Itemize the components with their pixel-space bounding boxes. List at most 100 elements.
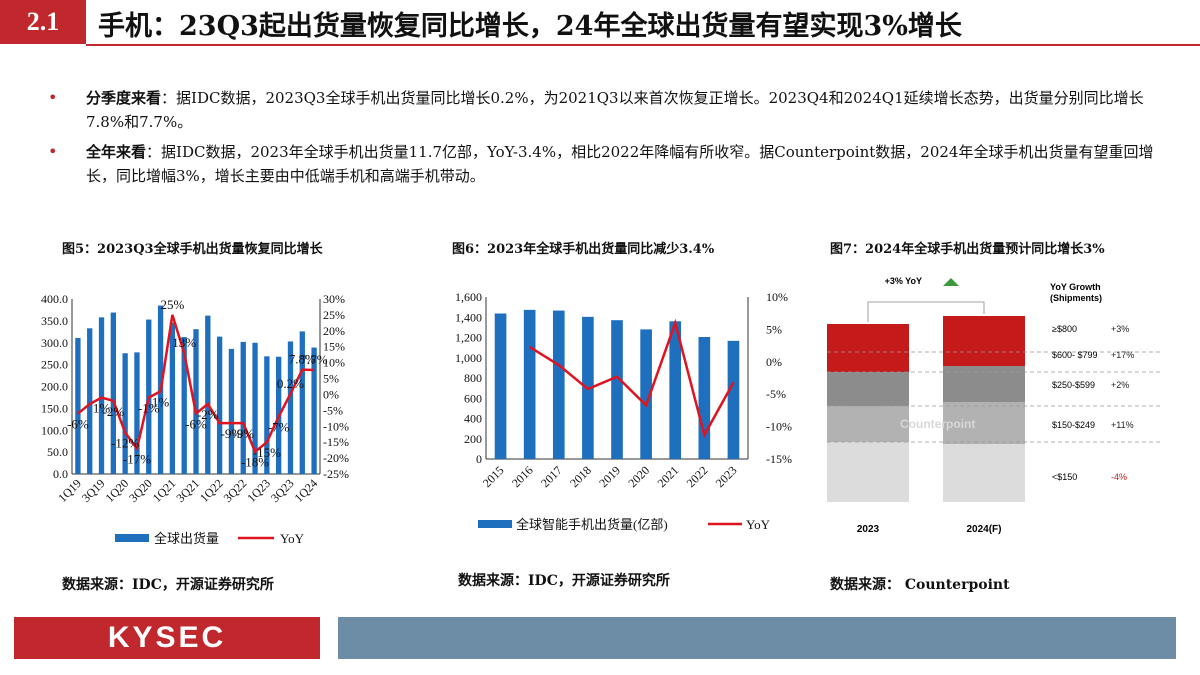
y-right-tick-label: 30% <box>323 292 345 306</box>
bar <box>240 341 246 474</box>
bar <box>75 337 81 474</box>
header-divider <box>86 44 1200 46</box>
x-tick-label: 3Q21 <box>173 476 202 505</box>
legend-label: YoY <box>746 517 771 532</box>
yoy-line <box>529 318 735 439</box>
legend-yoy: +3% <box>1111 324 1129 334</box>
data-label: -9% <box>221 426 243 441</box>
x-tick-label: 2016 <box>509 463 536 490</box>
data-label: -7% <box>268 420 290 435</box>
bar <box>523 309 536 459</box>
bar <box>216 336 223 474</box>
bar <box>205 315 211 474</box>
legend-swatch-bar <box>478 520 512 528</box>
data-label: 7.8% <box>289 352 316 367</box>
stack-segment <box>943 346 1025 366</box>
y-left-tick-label: 150.0 <box>41 401 68 415</box>
legend-price-band: $600- $799 <box>1052 350 1098 360</box>
legend-title: YoY Growth <box>1050 282 1101 292</box>
y-left-tick-label: 300.0 <box>41 336 68 350</box>
bullet-dot: • <box>48 88 58 107</box>
y-left-tick-label: 0.0 <box>53 467 68 481</box>
y-left-tick-label: 100.0 <box>41 423 68 437</box>
x-tick-label: 2024(F) <box>966 524 1001 535</box>
bar <box>698 336 711 459</box>
x-tick-label: 2020 <box>625 463 652 490</box>
y-left-tick-label: 0 <box>476 452 482 466</box>
data-label: -1% <box>138 401 160 416</box>
section-number: 2.1 <box>0 0 86 44</box>
y-left-tick-label: 1,200 <box>455 331 482 345</box>
bar <box>264 356 270 474</box>
legend-swatch-bar <box>115 534 149 542</box>
stack-segment <box>827 352 909 372</box>
growth-bracket <box>867 301 985 322</box>
x-tick-label: 3Q19 <box>79 476 108 505</box>
y-right-tick-label: 5% <box>323 372 339 386</box>
stack-segment <box>827 372 909 406</box>
bar <box>287 341 294 474</box>
bar <box>122 353 128 474</box>
data-label: -18% <box>241 455 269 470</box>
bar <box>110 312 116 474</box>
bar <box>181 337 187 474</box>
legend-label: YoY <box>280 531 305 546</box>
page-title: 手机：23Q3起出货量恢复同比增长，24年全球出货量有望实现3%增长 <box>98 11 962 42</box>
bullet-item: • 全年来看：据IDC数据，2023年全球手机出货量11.7亿部，YoY-3.4… <box>48 140 1158 188</box>
stack-segment <box>943 402 1025 444</box>
x-tick-label: 1Q20 <box>103 476 132 505</box>
fig6-source: 数据来源：IDC，开源证券研究所 <box>458 573 670 589</box>
fig7-title: 图7：2024年全球手机出货量预计同比增长3% <box>830 242 1105 257</box>
stack-segment <box>943 444 1025 502</box>
bar <box>87 328 93 474</box>
y-right-tick-label: 25% <box>323 308 345 322</box>
legend-price-band: ≥$800 <box>1052 324 1077 334</box>
bar <box>727 340 740 459</box>
y-left-tick-label: 800 <box>464 371 482 385</box>
data-label: 1% <box>152 394 170 409</box>
bullet-dot: • <box>48 142 58 161</box>
bullet-list: • 分季度来看：据IDC数据，2023Q3全球手机出货量同比增长0.2%，为20… <box>48 86 1158 194</box>
y-left-tick-label: 350.0 <box>41 314 68 328</box>
data-label: -17% <box>123 452 151 467</box>
y-right-tick-label: 0% <box>323 387 339 401</box>
legend-price-band: $150-$249 <box>1052 420 1095 430</box>
bar <box>98 317 105 474</box>
x-tick-label: 2023 <box>857 524 880 535</box>
legend-yoy: +17% <box>1111 350 1134 360</box>
bar <box>494 313 507 459</box>
bullet-lead: 分季度来看 <box>86 89 162 107</box>
x-tick-label: 2021 <box>654 463 681 490</box>
x-tick-label: 1Q22 <box>197 476 226 505</box>
bullet-text: ：据IDC数据，2023Q3全球手机出货量同比增长0.2%，为2021Q3以来首… <box>86 89 1144 131</box>
stack-segment <box>827 324 909 352</box>
y-left-tick-label: 1,000 <box>455 351 482 365</box>
bar <box>552 310 565 459</box>
fig6-chart: 0 200 400 600 800 1,000 1,200 1,400 1,600 -15% -10… <box>455 290 792 532</box>
stack-segment <box>827 406 909 442</box>
y-right-tick-label: 0% <box>766 355 782 369</box>
bar <box>169 322 176 474</box>
kysec-logo: KYSEC <box>14 617 320 659</box>
legend-yoy: +11% <box>1111 420 1134 430</box>
bar <box>134 352 140 474</box>
y-right-tick-label: -15% <box>323 435 349 449</box>
x-tick-label: 3Q23 <box>268 476 297 505</box>
data-label: -2% <box>102 404 124 419</box>
fig5-chart: 0.0 50.0 100.0 150.0 200.0 250.0 300.0 350.0 400… <box>41 292 349 546</box>
x-tick-label: 1Q21 <box>150 476 179 505</box>
bar <box>193 329 199 474</box>
data-label: -2% <box>197 407 219 422</box>
x-tick-label: 2023 <box>713 463 740 490</box>
yoy-line <box>77 314 315 454</box>
fig5-source: 数据来源：IDC，开源证券研究所 <box>62 577 274 593</box>
x-tick-label: 3Q20 <box>126 476 155 505</box>
data-label: 0.2% <box>277 376 304 391</box>
y-right-tick-label: -15% <box>766 452 792 466</box>
fig6-title: 图6：2023年全球手机出货量同比减少3.4% <box>452 242 715 257</box>
y-right-tick-label: -5% <box>323 403 343 417</box>
legend-title: (Shipments) <box>1050 293 1102 303</box>
data-label: 25% <box>160 297 184 312</box>
data-label: -15% <box>253 445 281 460</box>
data-label: -12% <box>111 436 139 451</box>
